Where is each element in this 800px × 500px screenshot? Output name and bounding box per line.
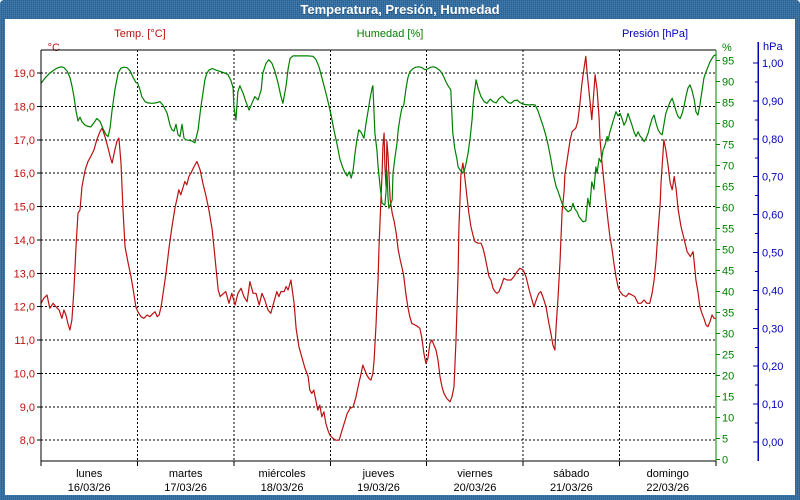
- humidity-tick-label: 55: [722, 224, 734, 236]
- day-name-label: miércoles: [259, 468, 307, 480]
- temperature-tick-label: 12,0: [14, 302, 35, 314]
- humidity-tick-label: 20: [722, 371, 734, 383]
- pressure-tick-label: 0,80: [762, 134, 783, 146]
- day-date-label: 21/03/26: [550, 482, 593, 494]
- temperature-tick-label: 10,0: [14, 368, 35, 380]
- pressure-tick-label: 0,50: [762, 248, 783, 260]
- pressure-tick-label: 0,10: [762, 399, 783, 411]
- pressure-tick-label: 0,30: [762, 323, 783, 335]
- humidity-tick-label: 50: [722, 245, 734, 257]
- humidity-axis-unit: %: [722, 42, 732, 54]
- pressure-axis-unit: hPa: [763, 41, 783, 53]
- pressure-tick-label: 0,40: [762, 285, 783, 297]
- window-title: Temperatura, Presión, Humedad: [300, 2, 500, 17]
- gridlines: [41, 50, 716, 461]
- humidity-tick-label: 65: [722, 182, 734, 194]
- pressure-tick-label: 0,90: [762, 96, 783, 108]
- humidity-tick-label: 70: [722, 161, 734, 173]
- series-humidity-line: [40, 54, 717, 223]
- legend-temperature-label: Temp. [°C]: [114, 28, 165, 40]
- humidity-tick-label: 90: [722, 77, 734, 89]
- day-name-label: lunes: [76, 468, 103, 480]
- temperature-tick-label: 15,0: [14, 202, 35, 214]
- day-name-label: martes: [169, 468, 203, 480]
- legend-pressure-label: Presión [hPa]: [622, 28, 688, 40]
- temperature-axis-unit: °C: [48, 42, 60, 54]
- temperature-tick-label: 9,0: [20, 402, 35, 414]
- day-name-label: sábado: [553, 468, 589, 480]
- humidity-tick-label: 40: [722, 287, 734, 299]
- humidity-tick-label: 0: [722, 455, 728, 467]
- humidity-tick-label: 10: [722, 413, 734, 425]
- pressure-tick-label: 1,00: [762, 58, 783, 70]
- temperature-tick-label: 18,0: [14, 101, 35, 113]
- humidity-tick-label: 25: [722, 350, 734, 362]
- temperature-tick-label: 19,0: [14, 68, 35, 80]
- pressure-tick-label: 0,60: [762, 210, 783, 222]
- time-axis: lunes 16/03/26 martes 17/03/26 miércoles 18/0…: [40, 461, 717, 494]
- humidity-tick-label: 60: [722, 203, 734, 215]
- window-titlebar[interactable]: Temperatura, Presión, Humedad: [0, 0, 800, 19]
- day-name-label: jueves: [362, 468, 395, 480]
- series-temperature-line: [40, 55, 717, 441]
- day-date-label: 18/03/26: [261, 482, 304, 494]
- temperature-axis: 19,0 18,0 17,0 16,0 15,0 14,0 13,0 12,0 11,0 10,0…: [14, 68, 41, 447]
- day-date-label: 20/03/26: [454, 482, 497, 494]
- humidity-tick-label: 15: [722, 392, 734, 404]
- day-date-label: 16/03/26: [68, 482, 111, 494]
- humidity-tick-label: 35: [722, 308, 734, 320]
- pressure-tick-label: 0,00: [762, 437, 783, 449]
- pressure-axis: 1,00 0,90 0,80 0,70 0,60 0,50 0,40 0,30 0,20 0,10…: [753, 58, 783, 449]
- legend-humidity-label: Humedad [%]: [357, 28, 424, 40]
- temperature-tick-label: 17,0: [14, 135, 35, 147]
- humidity-tick-label: 30: [722, 329, 734, 341]
- data-series: [40, 54, 717, 441]
- temperature-tick-label: 8,0: [20, 435, 35, 447]
- humidity-tick-label: 5: [722, 434, 728, 446]
- temperature-tick-label: 16,0: [14, 168, 35, 180]
- day-date-label: 22/03/26: [646, 482, 689, 494]
- humidity-tick-label: 95: [722, 56, 734, 68]
- day-date-label: 19/03/26: [357, 482, 400, 494]
- humidity-tick-label: 80: [722, 119, 734, 131]
- day-date-label: 17/03/26: [164, 482, 207, 494]
- day-name-label: domingo: [647, 468, 689, 480]
- temperature-tick-label: 14,0: [14, 235, 35, 247]
- humidity-tick-label: 45: [722, 266, 734, 278]
- day-name-label: viernes: [457, 468, 493, 480]
- temperature-tick-label: 11,0: [14, 335, 35, 347]
- humidity-tick-label: 75: [722, 140, 734, 152]
- temperature-tick-label: 13,0: [14, 268, 35, 280]
- pressure-tick-label: 0,20: [762, 361, 783, 373]
- pressure-tick-label: 0,70: [762, 172, 783, 184]
- humidity-tick-label: 85: [722, 98, 734, 110]
